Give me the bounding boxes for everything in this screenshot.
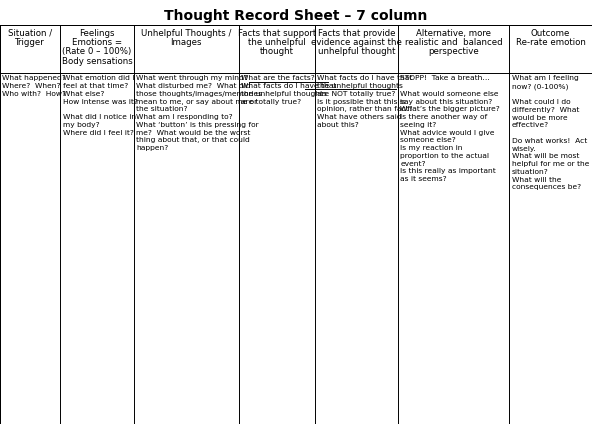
Text: What am I feeling
now? (0-100%)

What could I do
differently?  What
would be mor: What am I feeling now? (0-100%) What cou…	[511, 75, 589, 190]
Text: Re-rate emotion: Re-rate emotion	[516, 38, 585, 47]
Text: Facts that support: Facts that support	[238, 29, 316, 38]
Text: What went through my mind?
What disturbed me?  What did
those thoughts/images/me: What went through my mind? What disturbe…	[136, 75, 262, 151]
Text: thought: thought	[260, 47, 294, 56]
Text: Emotions =: Emotions =	[72, 38, 122, 47]
Text: Situation /: Situation /	[8, 29, 52, 38]
Text: What happened?
Where?  When?
Who with?  How?: What happened? Where? When? Who with? Ho…	[2, 75, 66, 97]
Text: Outcome: Outcome	[531, 29, 570, 38]
Text: Feelings: Feelings	[79, 29, 115, 38]
Text: What emotion did I
feel at that time?
What else?
How intense was it?

What did I: What emotion did I feel at that time? Wh…	[63, 75, 138, 136]
Text: perspective: perspective	[428, 47, 479, 56]
Text: STOPP!  Take a breath…

What would someone else
say about this situation?
What’s: STOPP! Take a breath… What would someone…	[400, 75, 500, 182]
Text: the unhelpful: the unhelpful	[248, 38, 306, 47]
Text: Unhelpful Thoughts /: Unhelpful Thoughts /	[141, 29, 231, 38]
Text: evidence against the: evidence against the	[311, 38, 402, 47]
Text: Trigger: Trigger	[15, 38, 45, 47]
Text: Alternative, more: Alternative, more	[416, 29, 491, 38]
Text: (Rate 0 – 100%): (Rate 0 – 100%)	[62, 47, 131, 56]
Text: Body sensations: Body sensations	[62, 57, 133, 66]
Text: What facts do I have that
the unhelpful thoughts
are NOT totally true?
Is it pos: What facts do I have that the unhelpful …	[317, 75, 413, 128]
Text: What are the facts?
What facts do I have that
the unhelpful thoughts
are totally: What are the facts? What facts do I have…	[241, 75, 336, 105]
Text: Thought Record Sheet – 7 column: Thought Record Sheet – 7 column	[165, 9, 427, 23]
Text: realistic and  balanced: realistic and balanced	[405, 38, 503, 47]
Text: unhelpful thought: unhelpful thought	[318, 47, 395, 56]
Text: Facts that provide: Facts that provide	[318, 29, 395, 38]
Text: Images: Images	[170, 38, 202, 47]
